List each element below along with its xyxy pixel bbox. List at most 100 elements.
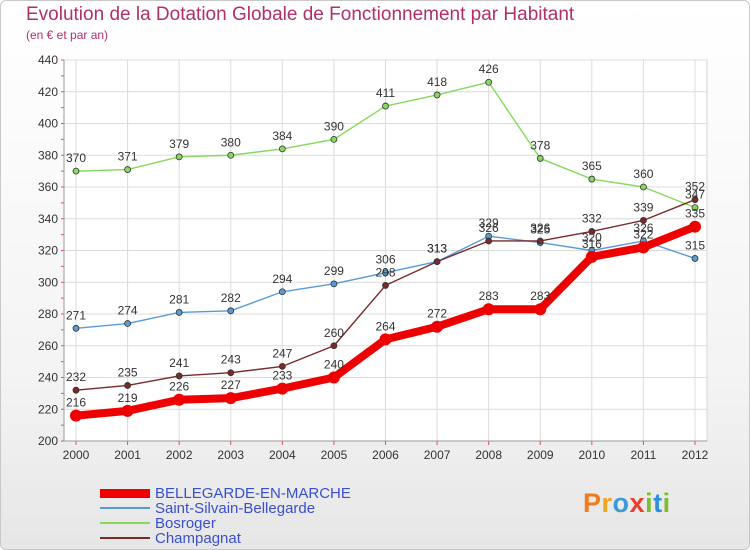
data-label-bosroger: 418 bbox=[427, 75, 447, 89]
legend-label: Saint-Silvain-Bellegarde bbox=[155, 500, 316, 517]
data-point-bosroger bbox=[691, 204, 699, 212]
data-label-bellegarde-en-marche: 240 bbox=[324, 358, 344, 372]
y-tick-label: 380 bbox=[38, 148, 58, 162]
data-label-champagnat: 243 bbox=[221, 353, 241, 367]
data-label-saint-silvain-bellegarde: 282 bbox=[221, 291, 241, 305]
data-point-saint-silvain-bellegarde bbox=[691, 255, 699, 262]
data-label-saint-silvain-bellegarde: 326 bbox=[633, 221, 653, 235]
x-tick-label: 2012 bbox=[682, 448, 709, 462]
data-label-bellegarde-en-marche: 216 bbox=[66, 396, 86, 410]
data-label-bellegarde-en-marche: 227 bbox=[221, 378, 241, 392]
data-point-bosroger bbox=[330, 135, 338, 143]
x-tick-label: 2006 bbox=[372, 448, 399, 462]
data-label-bellegarde-en-marche: 264 bbox=[375, 319, 395, 333]
data-point-bellegarde-en-marche bbox=[276, 382, 289, 395]
data-point-champagnat bbox=[175, 372, 183, 380]
data-label-champagnat: 260 bbox=[324, 326, 344, 340]
data-point-bosroger bbox=[433, 91, 441, 99]
data-point-bosroger bbox=[640, 183, 647, 191]
data-point-bellegarde-en-marche bbox=[121, 404, 134, 417]
data-point-bosroger bbox=[588, 175, 596, 183]
data-point-bellegarde-en-marche bbox=[327, 371, 340, 384]
logo-letter: r bbox=[601, 488, 613, 518]
y-tick-label: 240 bbox=[38, 371, 58, 385]
x-tick-label: 2002 bbox=[166, 448, 193, 462]
data-point-champagnat bbox=[485, 237, 493, 245]
data-label-bosroger: 371 bbox=[118, 150, 138, 164]
x-tick-label: 2003 bbox=[217, 448, 244, 462]
data-point-saint-silvain-bellegarde bbox=[278, 288, 286, 296]
data-point-bellegarde-en-marche bbox=[482, 303, 495, 316]
y-tick-label: 420 bbox=[38, 85, 58, 99]
data-point-bosroger bbox=[536, 155, 544, 162]
y-tick-label: 440 bbox=[38, 53, 58, 67]
legend-swatch bbox=[100, 522, 150, 524]
data-point-bellegarde-en-marche bbox=[585, 250, 598, 263]
y-tick-label: 340 bbox=[38, 212, 58, 226]
data-point-champagnat bbox=[72, 386, 80, 394]
chart-title: Evolution de la Dotation Globale de Fonc… bbox=[26, 4, 575, 25]
data-label-saint-silvain-bellegarde: 315 bbox=[685, 238, 705, 252]
data-label-champagnat: 332 bbox=[582, 211, 602, 225]
proxiti-logo: Proxiti bbox=[583, 488, 671, 519]
data-point-champagnat bbox=[124, 382, 131, 389]
data-label-saint-silvain-bellegarde: 329 bbox=[479, 216, 499, 230]
data-label-saint-silvain-bellegarde: 325 bbox=[530, 223, 550, 237]
data-label-saint-silvain-bellegarde: 294 bbox=[272, 272, 292, 286]
data-point-bosroger bbox=[72, 167, 80, 175]
logo-letter: i bbox=[662, 488, 671, 518]
data-label-bellegarde-en-marche: 226 bbox=[169, 380, 189, 394]
data-point-bosroger bbox=[175, 153, 183, 161]
data-point-bellegarde-en-marche bbox=[431, 320, 444, 333]
data-label-bellegarde-en-marche: 219 bbox=[118, 391, 138, 405]
logo-letter: o bbox=[612, 488, 630, 518]
data-label-bosroger: 360 bbox=[633, 167, 653, 181]
data-point-saint-silvain-bellegarde bbox=[72, 324, 80, 332]
data-label-champagnat: 339 bbox=[633, 200, 653, 214]
data-point-champagnat bbox=[278, 362, 286, 370]
data-point-bellegarde-en-marche bbox=[224, 392, 237, 405]
data-label-bosroger: 380 bbox=[221, 135, 241, 149]
data-point-bosroger bbox=[227, 151, 235, 159]
data-point-champagnat bbox=[433, 258, 441, 266]
data-point-bellegarde-en-marche bbox=[689, 220, 701, 233]
data-point-champagnat bbox=[227, 369, 235, 377]
legend-swatch bbox=[100, 537, 150, 539]
chart-subtitle: (en € et par an) bbox=[26, 28, 109, 42]
y-tick-label: 300 bbox=[38, 275, 58, 289]
data-label-saint-silvain-bellegarde: 299 bbox=[324, 264, 344, 278]
data-label-bellegarde-en-marche: 316 bbox=[582, 237, 602, 251]
logo-letter: P bbox=[583, 488, 602, 518]
x-tick-label: 2009 bbox=[527, 448, 554, 462]
data-label-saint-silvain-bellegarde: 313 bbox=[427, 242, 447, 256]
data-point-saint-silvain-bellegarde bbox=[227, 307, 235, 315]
data-label-bellegarde-en-marche: 322 bbox=[633, 227, 653, 241]
legend-label: Bosroger bbox=[155, 515, 216, 532]
data-label-champagnat: 232 bbox=[66, 370, 86, 384]
data-point-saint-silvain-bellegarde bbox=[175, 309, 183, 316]
x-tick-label: 2007 bbox=[424, 448, 451, 462]
data-label-bellegarde-en-marche: 272 bbox=[427, 307, 447, 321]
data-point-saint-silvain-bellegarde bbox=[124, 320, 131, 327]
data-label-champagnat: 298 bbox=[375, 265, 395, 279]
logo-letter: i bbox=[645, 488, 654, 518]
x-tick-label: 2011 bbox=[631, 448, 657, 462]
legend-swatch bbox=[100, 488, 150, 498]
data-label-saint-silvain-bellegarde: 320 bbox=[582, 231, 602, 245]
data-label-champagnat: 326 bbox=[479, 221, 499, 235]
legend-label: BELLEGARDE-EN-MARCHE bbox=[155, 485, 351, 502]
data-label-champagnat: 326 bbox=[530, 221, 550, 235]
data-point-champagnat bbox=[588, 228, 596, 235]
data-point-bosroger bbox=[382, 102, 389, 110]
data-label-bosroger: 347 bbox=[685, 188, 705, 202]
y-tick-label: 360 bbox=[38, 180, 58, 194]
legend-swatch bbox=[100, 507, 150, 509]
data-point-champagnat bbox=[536, 237, 544, 245]
data-point-bosroger bbox=[124, 166, 131, 173]
data-label-bosroger: 384 bbox=[272, 129, 292, 143]
x-tick-label: 2000 bbox=[63, 448, 90, 462]
y-tick-label: 200 bbox=[38, 434, 58, 448]
data-point-bellegarde-en-marche bbox=[637, 241, 650, 254]
data-label-bellegarde-en-marche: 283 bbox=[479, 289, 499, 303]
